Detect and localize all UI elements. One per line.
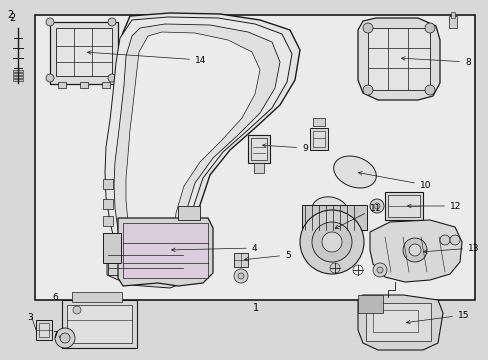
Circle shape [46, 18, 54, 26]
Circle shape [234, 269, 247, 283]
FancyBboxPatch shape [372, 310, 417, 332]
Text: 2: 2 [7, 10, 13, 20]
FancyBboxPatch shape [247, 135, 269, 163]
FancyBboxPatch shape [13, 79, 23, 81]
FancyBboxPatch shape [178, 206, 200, 220]
FancyBboxPatch shape [302, 205, 366, 230]
Text: 15: 15 [406, 310, 468, 324]
FancyBboxPatch shape [36, 320, 52, 340]
Polygon shape [114, 24, 280, 278]
Text: 14: 14 [87, 51, 206, 64]
Circle shape [108, 74, 116, 82]
Text: 2: 2 [9, 13, 15, 23]
Text: 11: 11 [334, 203, 381, 228]
Circle shape [55, 328, 75, 348]
FancyBboxPatch shape [72, 292, 122, 302]
FancyBboxPatch shape [80, 82, 88, 88]
Circle shape [439, 235, 449, 245]
Text: 12: 12 [407, 202, 461, 211]
Circle shape [408, 244, 420, 256]
Text: 6: 6 [52, 292, 58, 302]
Text: 4: 4 [171, 243, 257, 252]
Circle shape [311, 222, 351, 262]
Text: 9: 9 [262, 144, 307, 153]
Ellipse shape [333, 156, 376, 188]
Circle shape [373, 203, 379, 209]
Polygon shape [369, 220, 461, 282]
Circle shape [362, 85, 372, 95]
Text: 5: 5 [244, 251, 290, 261]
Circle shape [108, 18, 116, 26]
Polygon shape [357, 295, 442, 350]
FancyBboxPatch shape [13, 76, 23, 78]
Text: 10: 10 [358, 171, 430, 189]
FancyBboxPatch shape [35, 15, 474, 300]
Polygon shape [107, 235, 190, 288]
FancyBboxPatch shape [13, 73, 23, 75]
FancyBboxPatch shape [103, 179, 113, 189]
Circle shape [46, 74, 54, 82]
FancyBboxPatch shape [56, 28, 112, 76]
FancyBboxPatch shape [309, 128, 327, 150]
Circle shape [238, 273, 244, 279]
Circle shape [449, 235, 459, 245]
Circle shape [424, 23, 434, 33]
FancyBboxPatch shape [123, 223, 207, 278]
Text: 3: 3 [27, 314, 33, 323]
Text: 8: 8 [401, 57, 470, 67]
FancyBboxPatch shape [103, 199, 113, 209]
FancyBboxPatch shape [357, 295, 382, 313]
FancyBboxPatch shape [450, 12, 454, 18]
FancyBboxPatch shape [50, 22, 118, 84]
Circle shape [376, 267, 382, 273]
FancyBboxPatch shape [312, 131, 325, 147]
FancyBboxPatch shape [39, 323, 49, 337]
Polygon shape [107, 13, 299, 280]
Circle shape [372, 263, 386, 277]
Circle shape [60, 333, 70, 343]
FancyBboxPatch shape [108, 240, 183, 275]
FancyBboxPatch shape [67, 305, 132, 343]
FancyBboxPatch shape [234, 253, 247, 267]
Circle shape [299, 210, 363, 274]
Circle shape [402, 238, 426, 262]
FancyBboxPatch shape [250, 138, 266, 160]
FancyBboxPatch shape [62, 300, 137, 348]
FancyBboxPatch shape [58, 82, 66, 88]
FancyBboxPatch shape [253, 163, 264, 173]
Text: 13: 13 [423, 243, 479, 253]
Circle shape [321, 232, 341, 252]
FancyBboxPatch shape [387, 195, 419, 217]
FancyBboxPatch shape [448, 16, 456, 28]
Circle shape [424, 85, 434, 95]
Circle shape [362, 23, 372, 33]
Polygon shape [357, 18, 439, 100]
Circle shape [369, 199, 383, 213]
Text: 1: 1 [252, 303, 259, 313]
Circle shape [73, 306, 81, 314]
Polygon shape [105, 17, 291, 281]
FancyBboxPatch shape [103, 216, 113, 226]
FancyBboxPatch shape [13, 70, 23, 72]
Circle shape [321, 231, 329, 239]
FancyBboxPatch shape [367, 28, 429, 90]
FancyBboxPatch shape [312, 118, 325, 126]
Ellipse shape [311, 197, 347, 223]
Polygon shape [126, 32, 260, 271]
FancyBboxPatch shape [103, 233, 121, 263]
FancyBboxPatch shape [317, 228, 333, 242]
FancyBboxPatch shape [365, 303, 430, 341]
FancyBboxPatch shape [102, 82, 110, 88]
Polygon shape [118, 218, 213, 286]
FancyBboxPatch shape [339, 230, 353, 242]
FancyBboxPatch shape [384, 192, 422, 220]
Text: 7: 7 [52, 332, 58, 341]
